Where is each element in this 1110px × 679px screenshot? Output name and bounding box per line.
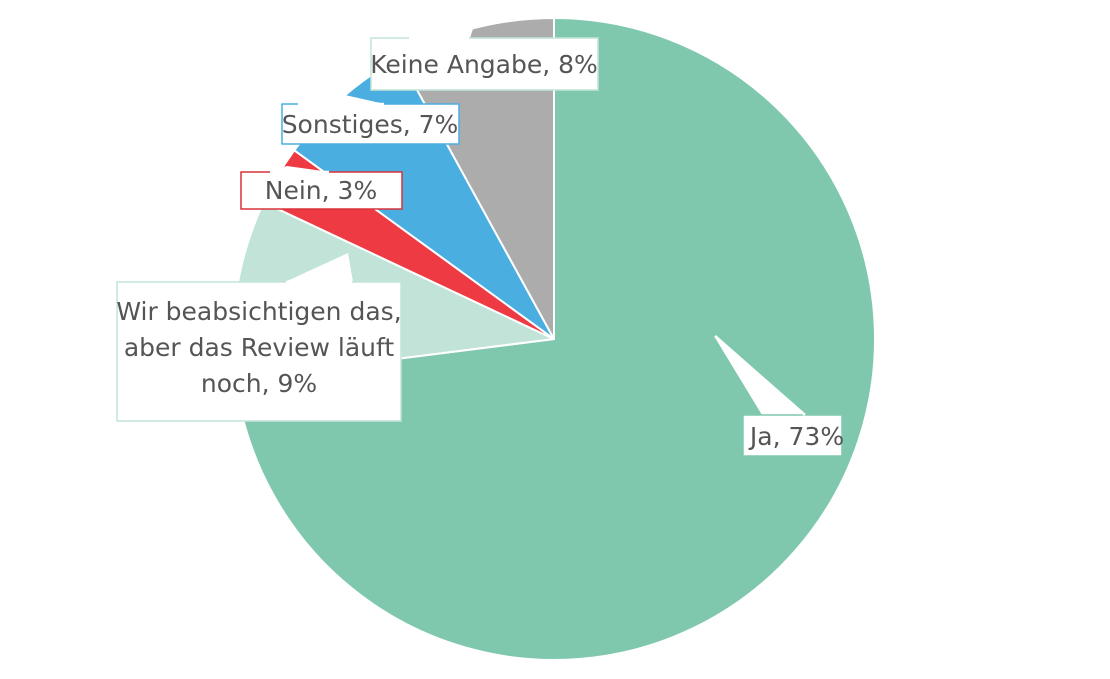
callout-nein-box: [240, 171, 403, 210]
callout-review: Wir beabsichtigen das, aber das Review lä…: [116, 253, 402, 422]
callout-review-label-line-1: Wir beabsichtigen das,: [116, 297, 401, 326]
callout-nein-label: Nein, 3%: [265, 176, 377, 205]
callout-ja-box: [742, 414, 843, 457]
callout-sonstiges-label: Sonstiges, 7%: [282, 110, 459, 139]
callout-nein: Nein, 3%: [240, 166, 403, 210]
callout-ja-joint: [714, 335, 806, 416]
callout-ja-label: Ja, 73%: [748, 422, 844, 451]
callout-keine-angabe: Keine Angabe, 8%: [370, 26, 599, 91]
callout-review-pointer: [285, 253, 353, 282]
callout-keine-angabe-box: [370, 37, 599, 91]
callout-nein-pointer: [269, 166, 330, 172]
callout-review-box: [116, 281, 402, 422]
pie-callouts: Ja, 73% Wir beabsichtigen das, aber das Re…: [116, 26, 844, 457]
callout-review-label-line-2: aber das Review läuft: [124, 333, 395, 362]
callout-keine-angabe-pointer: [408, 26, 474, 38]
callout-sonstiges-pointer: [297, 95, 385, 104]
callout-ja: Ja, 73%: [714, 335, 844, 457]
callout-keine-angabe-label: Keine Angabe, 8%: [370, 50, 598, 79]
callout-review-label-line-3: noch, 9%: [201, 369, 317, 398]
callout-sonstiges: Sonstiges, 7%: [281, 95, 460, 145]
pie-slice-1: [234, 17, 876, 661]
